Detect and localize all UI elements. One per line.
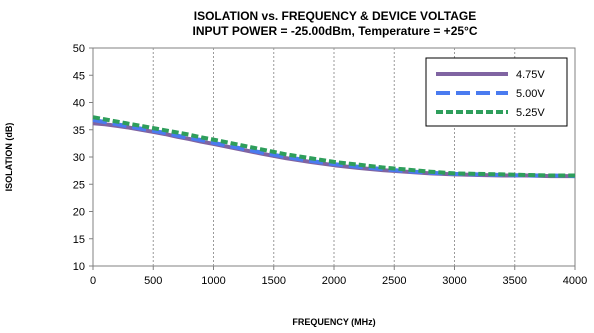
y-tick-label: 10 — [73, 261, 85, 273]
x-axis-label: FREQUENCY (MHz) — [292, 317, 375, 327]
x-axis-ticks: 0 500 1000 1500 2000 2500 3000 3500 4000 — [90, 266, 587, 287]
y-tick-label: 40 — [73, 98, 85, 110]
y-tick-label: 35 — [73, 125, 85, 137]
y-tick-label: 45 — [73, 70, 85, 82]
series-lines — [92, 115, 576, 179]
y-axis-ticks: 10 15 20 25 30 35 40 45 50 — [73, 43, 93, 273]
y-tick-label: 15 — [73, 234, 85, 246]
x-tick-label: 1500 — [262, 275, 286, 287]
legend-label: 4.75V — [516, 69, 545, 81]
y-tick-label: 50 — [73, 43, 85, 55]
x-tick-label: 0 — [90, 275, 96, 287]
legend-label: 5.00V — [516, 88, 545, 100]
x-tick-label: 2500 — [382, 275, 406, 287]
y-tick-label: 30 — [73, 152, 85, 164]
x-tick-label: 4000 — [563, 275, 587, 287]
y-tick-label: 25 — [73, 179, 85, 191]
series-line — [92, 115, 575, 178]
grid-lines — [152, 48, 516, 266]
y-tick-label: 20 — [73, 207, 85, 219]
x-tick-label: 3000 — [442, 275, 466, 287]
x-tick-label: 500 — [144, 275, 162, 287]
y-axis-label: ISOLATION (dB) — [4, 123, 14, 192]
legend-label: 5.25V — [516, 107, 545, 119]
x-tick-label: 2000 — [322, 275, 346, 287]
x-tick-label: 1000 — [201, 275, 225, 287]
chart-title: ISOLATION vs. FREQUENCY & DEVICE VOLTAGE — [194, 9, 476, 23]
legend: 4.75V 5.00V 5.25V — [425, 57, 568, 127]
chart-subtitle: INPUT POWER = -25.00dBm, Temperature = +… — [193, 24, 478, 38]
x-tick-label: 3500 — [503, 275, 527, 287]
